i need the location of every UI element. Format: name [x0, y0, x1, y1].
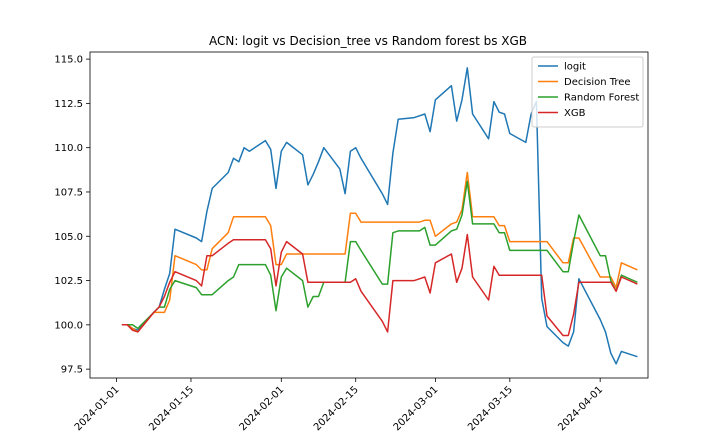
y-tick-label-7: 115.0 [54, 55, 83, 66]
series-line-0 [121, 67, 638, 365]
y-tick-label-2: 102.5 [54, 276, 83, 287]
legend: logit Decision Tree Random Forest XGB [531, 56, 644, 128]
y-tick-label-1: 100.0 [54, 320, 83, 331]
legend-box [531, 56, 644, 128]
legend-label-3: XGB [564, 108, 586, 119]
series-lines [121, 67, 638, 365]
y-tick-label-0: 97.5 [61, 365, 83, 376]
y-tick-label-4: 107.5 [54, 187, 83, 198]
legend-label-1: Decision Tree [564, 77, 631, 88]
y-tick-label-3: 105.0 [54, 232, 83, 243]
y-tick-label-6: 112.5 [54, 99, 83, 110]
plot-area-frame [89, 51, 649, 379]
series-line-2 [121, 180, 638, 330]
y-axis: 97.5 100.0 102.5 105.0 107.5 110.0 112.5 115.0 [54, 55, 90, 376]
series-line-3 [121, 233, 638, 337]
series-line-1 [121, 171, 638, 333]
y-tick-label-5: 110.0 [54, 143, 83, 154]
legend-label-2: Random Forest [564, 93, 639, 104]
legend-label-0: logit [564, 62, 586, 73]
chart-title: ACN: logit vs Decision_tree vs Random fo… [209, 34, 527, 48]
